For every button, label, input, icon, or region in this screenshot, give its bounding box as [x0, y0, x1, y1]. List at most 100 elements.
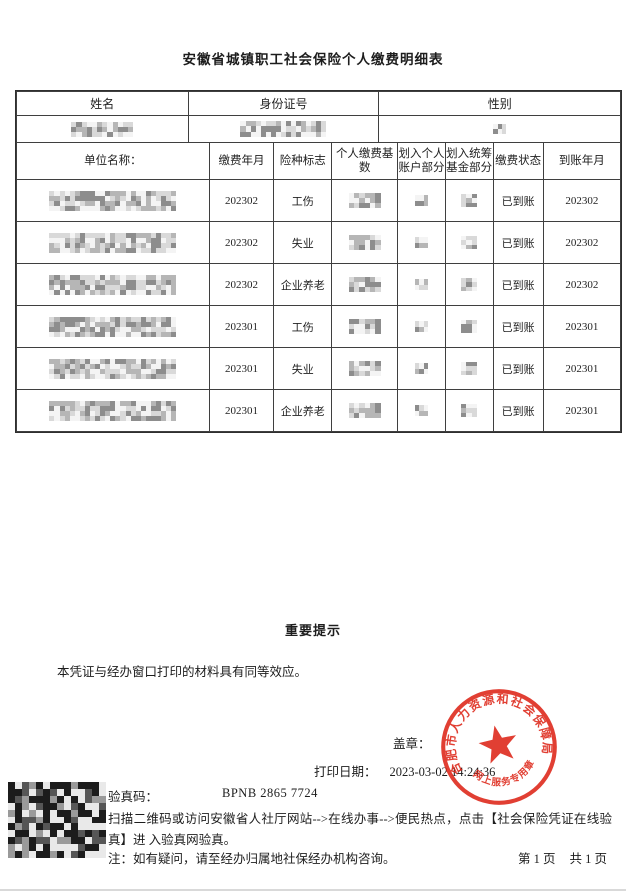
- redacted-base-amount: [348, 319, 381, 334]
- redacted-id-number: [240, 121, 327, 137]
- personal-account-cell: [397, 389, 446, 432]
- page-current: 第 1 页: [518, 852, 556, 866]
- table-row: 202302 工伤 已到账 202302: [16, 179, 622, 222]
- pooled-fund-cell: [444, 263, 494, 306]
- tables-wrapper: 姓名 身份证号 性别 单位名称： 缴费年月 险种标志 个人缴费基数: [15, 90, 622, 433]
- pay-month-header: 缴费年月: [208, 142, 275, 180]
- redacted-name: [71, 121, 134, 137]
- redacted-unit-name: [49, 274, 177, 295]
- seal-ring: [441, 689, 557, 805]
- credit-month-cell: 202302: [542, 179, 622, 222]
- table-row: 202302 失业 已到账 202302: [16, 221, 622, 264]
- redacted-base-amount: [348, 193, 381, 208]
- redacted-fund-amount: [461, 404, 478, 417]
- page-info: 第 1 页共 1 页: [518, 848, 607, 867]
- person-info-table: 姓名 身份证号 性别: [16, 91, 621, 143]
- insurance-type-cell: 工伤: [273, 305, 333, 348]
- redacted-personal-amount: [414, 321, 428, 332]
- detail-table-body: 202302 工伤 已到账 202302 202302 失业 已到账 202302 202302…: [16, 179, 622, 432]
- table-row: 202301 企业养老 已到账 202301: [16, 389, 622, 432]
- insurance-type-cell: 工伤: [273, 179, 333, 222]
- unit-name-cell: [16, 389, 210, 432]
- print-date-row: 打印日期： 2023-03-02 14:24:36: [314, 761, 495, 780]
- pooled-fund-cell: [444, 347, 494, 390]
- name-header: 姓名: [16, 91, 189, 116]
- seal-star-icon: [478, 725, 517, 764]
- status-cell: 已到账: [492, 305, 544, 348]
- redacted-unit-name: [49, 190, 177, 211]
- insurance-type-cell: 失业: [273, 347, 333, 390]
- pay-month-cell: 202302: [208, 179, 275, 222]
- pay-month-cell: 202301: [208, 305, 275, 348]
- redacted-personal-amount: [414, 405, 428, 416]
- id-number-header: 身份证号: [187, 91, 380, 116]
- table-row: 202301 工伤 已到账 202301: [16, 305, 622, 348]
- base-cell: [331, 221, 399, 264]
- credit-month-cell: 202301: [542, 347, 622, 390]
- pay-month-cell: 202301: [208, 389, 275, 432]
- verify-note: 注：如有疑问，请至经办归属地社保经办机构咨询。: [108, 852, 396, 866]
- base-header: 个人缴费基数: [331, 142, 399, 180]
- page-total: 共 1 页: [569, 852, 608, 866]
- redacted-personal-amount: [414, 195, 428, 206]
- unit-name-cell: [16, 347, 210, 390]
- redacted-unit-name: [49, 232, 177, 253]
- pooled-fund-cell: [444, 179, 494, 222]
- qr-code-redacted: [8, 782, 106, 858]
- credit-month-header: 到账年月: [542, 142, 622, 180]
- redacted-gender: [493, 124, 507, 134]
- redacted-fund-amount: [461, 236, 478, 249]
- credit-month-cell: 202302: [542, 263, 622, 306]
- personal-account-cell: [397, 305, 446, 348]
- redacted-base-amount: [348, 361, 381, 376]
- official-red-seal: 合肥市人力资源和社会保障局 网上服务专用章: [434, 682, 557, 805]
- detail-header-row: 单位名称： 缴费年月 险种标志 个人缴费基数 划入个人 账户部分 划入统筹 基金…: [16, 142, 622, 180]
- pooled-fund-cell: [444, 389, 494, 432]
- unit-name-cell: [16, 179, 210, 222]
- person-header-row: 姓名 身份证号 性别: [16, 91, 621, 116]
- page-title: 安徽省城镇职工社会保险个人缴费明细表: [182, 52, 444, 67]
- unit-name-cell: [16, 305, 210, 348]
- status-cell: 已到账: [492, 263, 544, 306]
- pay-month-cell: 202302: [208, 221, 275, 264]
- base-cell: [331, 263, 399, 306]
- verify-instruction: 扫描二维码或访问安徽省人社厅网站-->在线办事-->便民热点，点击【社会保险凭证…: [108, 812, 612, 847]
- base-cell: [331, 305, 399, 348]
- name-cell: [16, 115, 189, 143]
- insurance-type-cell: 企业养老: [273, 263, 333, 306]
- status-cell: 已到账: [492, 389, 544, 432]
- redacted-base-amount: [348, 277, 381, 292]
- unit-name-cell: [16, 221, 210, 264]
- personal-account-cell: [397, 347, 446, 390]
- status-cell: 已到账: [492, 347, 544, 390]
- redacted-fund-amount: [461, 320, 478, 333]
- redacted-unit-name: [49, 316, 177, 337]
- insurance-type-cell: 失业: [273, 221, 333, 264]
- status-cell: 已到账: [492, 221, 544, 264]
- personal-account-cell: [397, 221, 446, 264]
- pay-month-cell: 202301: [208, 347, 275, 390]
- redacted-personal-amount: [414, 279, 428, 290]
- verify-code-value: BPNB 2865 7724: [222, 786, 318, 800]
- print-date-label: 打印日期：: [314, 765, 377, 779]
- seal-label: 盖章：: [393, 737, 431, 751]
- redacted-fund-amount: [461, 362, 478, 375]
- verify-code-label: 验真码：: [108, 790, 159, 804]
- redacted-unit-name: [49, 400, 177, 421]
- insurance-type-cell: 企业养老: [273, 389, 333, 432]
- insurance-type-header: 险种标志: [273, 142, 333, 180]
- base-cell: [331, 389, 399, 432]
- base-cell: [331, 347, 399, 390]
- table-row: 202301 失业 已到账 202301: [16, 347, 622, 390]
- unit-name-header: 单位名称：: [16, 142, 210, 180]
- important-notice-heading: 重要提示: [284, 623, 341, 638]
- id-number-cell: [187, 115, 380, 143]
- payment-detail-table: 单位名称： 缴费年月 险种标志 个人缴费基数 划入个人 账户部分 划入统筹 基金…: [16, 142, 622, 432]
- person-value-row: [16, 115, 621, 143]
- redacted-personal-amount: [414, 363, 428, 374]
- unit-name-cell: [16, 263, 210, 306]
- personal-account-cell: [397, 263, 446, 306]
- redacted-base-amount: [348, 403, 381, 418]
- base-cell: [331, 179, 399, 222]
